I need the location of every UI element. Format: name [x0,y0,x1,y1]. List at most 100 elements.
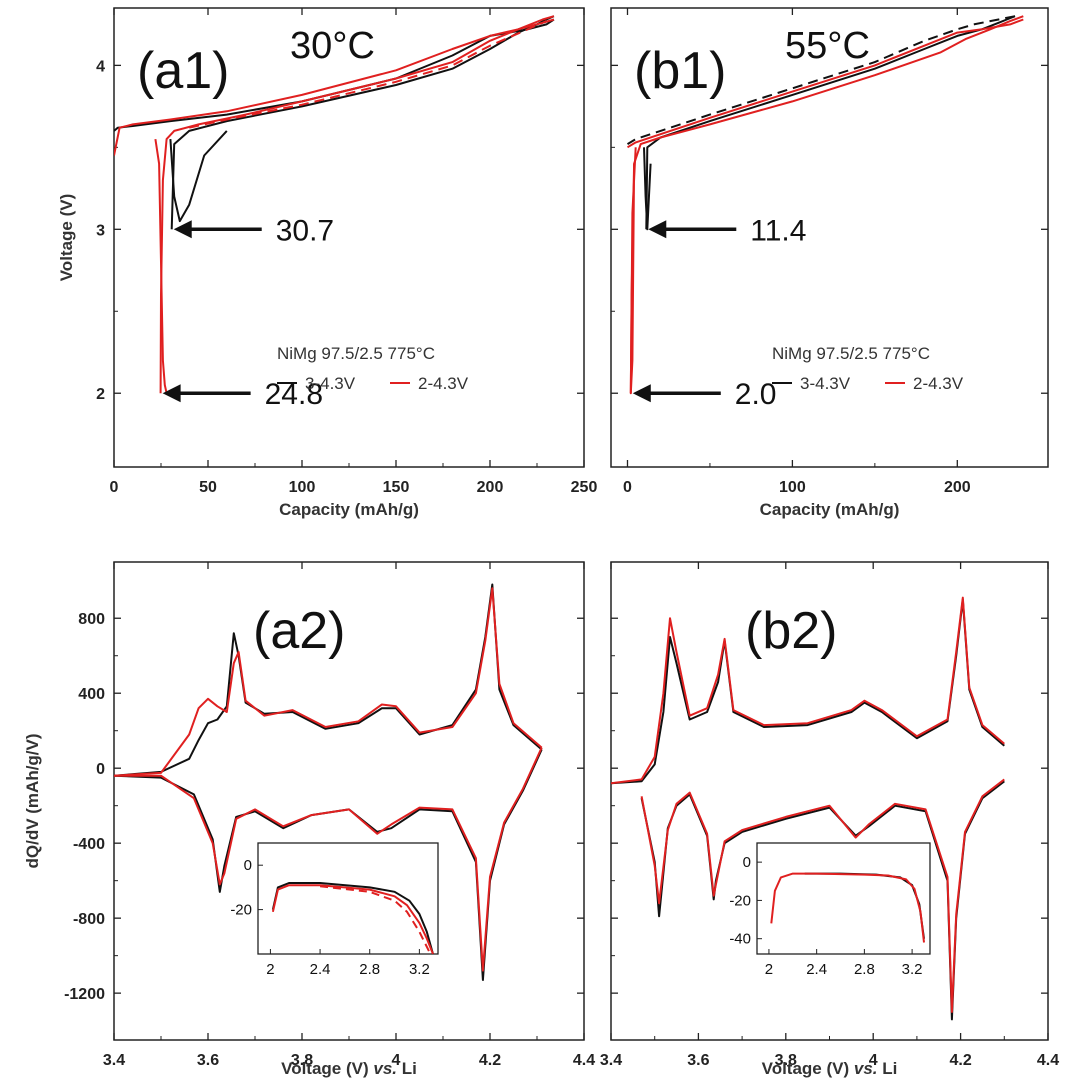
inset-y-tick-label: -20 [230,902,252,919]
legend-title: NiMg 97.5/2.5 775°C [277,344,435,363]
x-tick-label: 4.4 [1037,1052,1059,1069]
arrow-head [648,220,667,239]
y-tick-label: 4 [96,58,105,75]
x-axis-title: Voltage (V) vs. Li [762,1059,898,1078]
x-tick-label: 3.8 [291,1052,313,1069]
x-axis-title: Capacity (mAh/g) [760,500,900,519]
annotation-label: 2.0 [735,378,777,411]
legend-entry: 2-4.3V [913,374,964,393]
y-axis-title: Voltage (V) [57,194,76,282]
x-tick-label: 150 [383,479,410,496]
inset-series-line-red [319,885,431,953]
legend-entry: 3-4.3V [800,374,851,393]
x-axis-title: Capacity (mAh/g) [279,500,419,519]
x-tick-label: 3.4 [600,1052,622,1069]
x-tick-label: 3.8 [775,1052,797,1069]
x-tick-label: 4.4 [573,1052,595,1069]
y-tick-label: 0 [96,761,105,778]
y-tick-label: 400 [78,686,105,703]
x-tick-label: 100 [779,479,806,496]
inset-y-tick-label: -40 [729,931,751,948]
panel-label: (a1) [137,42,229,100]
series-line-black [643,147,652,231]
legend: NiMg 97.5/2.5 775°C 3-4.3V 2-4.3V [772,344,964,393]
panel-label: (b2) [745,602,837,660]
inset-series-line-red [770,872,925,943]
arrow-head [162,384,181,403]
x-tick-label: 3.6 [687,1052,709,1069]
plot-frame [113,561,585,1041]
panel-b2: 3.4 3.6 3.8 4 4.2 4.4 Voltage (V) vs. Li (b2) 2 2… [600,561,1059,1078]
inset: 2 2.4 2.8 3.2 0 -20 [230,842,439,978]
inset-x-tick-label: 2.8 [854,961,875,978]
x-tick-label: 4 [392,1052,401,1069]
series-line-red [629,147,637,395]
x-axis-title-part: Li [878,1059,898,1078]
series-line-black [626,15,1016,145]
x-tick-label: 4 [869,1052,878,1069]
temperature-label: 55°C [785,25,870,67]
x-axis-title-part: Li [397,1059,417,1078]
series-line-red [114,18,555,156]
y-tick-label: -400 [73,836,105,853]
inset: 2 2.4 2.8 3.2 0 -20 -40 [729,842,931,978]
x-axis-title-part: vs. [854,1059,878,1078]
inset-x-tick-label: 2.4 [806,961,827,978]
panel-label: (b1) [634,42,726,100]
x-axis-title-part: Voltage (V) [762,1059,854,1078]
inset-series-group [770,872,925,943]
series-line-red [611,596,1005,785]
inset-frame [756,842,931,955]
series-line-red [626,18,1024,149]
series-group [114,583,543,981]
inset-x-tick-label: 2 [765,961,773,978]
x-tick-label: 250 [571,479,598,496]
x-tick-label: 3.6 [197,1052,219,1069]
series-line-black [169,130,228,223]
inset-x-tick-label: 2.4 [310,961,331,978]
panel-a1: 0 50 100 150 200 250 2 3 4 Capacity (mAh/g) Voltag… [57,7,598,519]
annotation-arrow [162,384,251,403]
annotation-arrow [648,220,737,239]
y-tick-label: -1200 [64,986,105,1003]
series-line-red [188,20,547,129]
x-tick-label: 100 [289,479,316,496]
y-tick-label: 3 [96,222,105,239]
x-tick-label: 50 [199,479,217,496]
panel-a2: 3.4 3.6 3.8 4 4.2 4.4 -1200 -800 -400 0 400 800 Volt… [23,561,595,1078]
x-tick-label: 200 [477,479,504,496]
series-line-red [640,778,1005,1013]
x-tick-label: 4.2 [479,1052,501,1069]
x-axis-title: Voltage (V) vs. Li [281,1059,417,1078]
series-group [114,15,555,394]
inset-x-tick-label: 3.2 [409,961,430,978]
annotation-label: 30.7 [276,214,334,247]
arrow-head [632,384,651,403]
legend-entry: 3-4.3V [305,374,356,393]
y-axis-title: dQ/dV (mAh/g/V) [23,733,42,868]
x-axis-title-part: vs. [373,1059,397,1078]
inset-series-line-red [271,884,434,954]
temperature-label: 30°C [290,25,375,67]
x-tick-label: 0 [623,479,632,496]
legend-title: NiMg 97.5/2.5 775°C [772,344,930,363]
series-line-red [114,747,543,972]
inset-y-tick-label: 0 [743,854,751,871]
series-group [626,15,1024,395]
y-tick-label: -800 [73,911,105,928]
y-tick-label: 800 [78,611,105,628]
inset-frame [257,842,439,955]
legend-entry: 2-4.3V [418,374,469,393]
inset-series-line-black [271,882,434,954]
series-line-red [154,138,168,394]
inset-series-group [271,882,434,954]
annotation-arrow [173,220,262,239]
inset-x-tick-label: 2 [266,961,274,978]
series-line-red [114,587,543,777]
legend: NiMg 97.5/2.5 775°C 3-4.3V 2-4.3V [277,344,469,393]
y-tick-label: 2 [96,386,105,403]
panel-label: (a2) [253,602,345,660]
x-tick-label: 4.2 [949,1052,971,1069]
